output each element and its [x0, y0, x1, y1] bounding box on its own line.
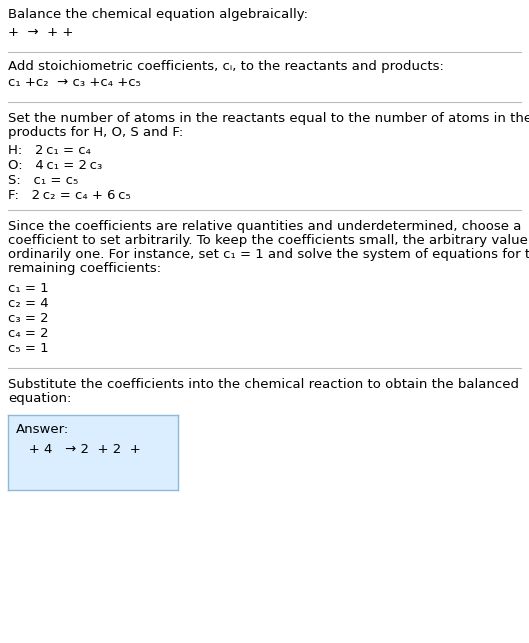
Text: c₂ = 4: c₂ = 4 [8, 297, 49, 310]
Text: products for H, O, S and F:: products for H, O, S and F: [8, 126, 183, 139]
Text: c₁ +c₂  → c₃ +c₄ +c₅: c₁ +c₂ → c₃ +c₄ +c₅ [8, 76, 141, 89]
Text: c₅ = 1: c₅ = 1 [8, 342, 49, 355]
Text: Balance the chemical equation algebraically:: Balance the chemical equation algebraica… [8, 8, 308, 21]
Text: O:   4 c₁ = 2 c₃: O: 4 c₁ = 2 c₃ [8, 159, 102, 172]
Text: + 4   → 2  + 2  +: + 4 → 2 + 2 + [16, 443, 141, 456]
Text: Answer:: Answer: [16, 423, 69, 436]
Text: c₁ = 1: c₁ = 1 [8, 282, 49, 295]
Text: Add stoichiometric coefficients, cᵢ, to the reactants and products:: Add stoichiometric coefficients, cᵢ, to … [8, 60, 444, 73]
Text: coefficient to set arbitrarily. To keep the coefficients small, the arbitrary va: coefficient to set arbitrarily. To keep … [8, 234, 529, 247]
Text: c₄ = 2: c₄ = 2 [8, 327, 49, 340]
Text: c₃ = 2: c₃ = 2 [8, 312, 49, 325]
Text: H:   2 c₁ = c₄: H: 2 c₁ = c₄ [8, 144, 91, 157]
Text: remaining coefficients:: remaining coefficients: [8, 262, 161, 275]
Text: +  →  + +: + → + + [8, 26, 74, 39]
Text: F:   2 c₂ = c₄ + 6 c₅: F: 2 c₂ = c₄ + 6 c₅ [8, 189, 131, 202]
Text: Set the number of atoms in the reactants equal to the number of atoms in the: Set the number of atoms in the reactants… [8, 112, 529, 125]
Text: ordinarily one. For instance, set c₁ = 1 and solve the system of equations for t: ordinarily one. For instance, set c₁ = 1… [8, 248, 529, 261]
Text: Substitute the coefficients into the chemical reaction to obtain the balanced: Substitute the coefficients into the che… [8, 378, 519, 391]
Text: Since the coefficients are relative quantities and underdetermined, choose a: Since the coefficients are relative quan… [8, 220, 522, 233]
Text: S:   c₁ = c₅: S: c₁ = c₅ [8, 174, 78, 187]
Text: equation:: equation: [8, 392, 71, 405]
